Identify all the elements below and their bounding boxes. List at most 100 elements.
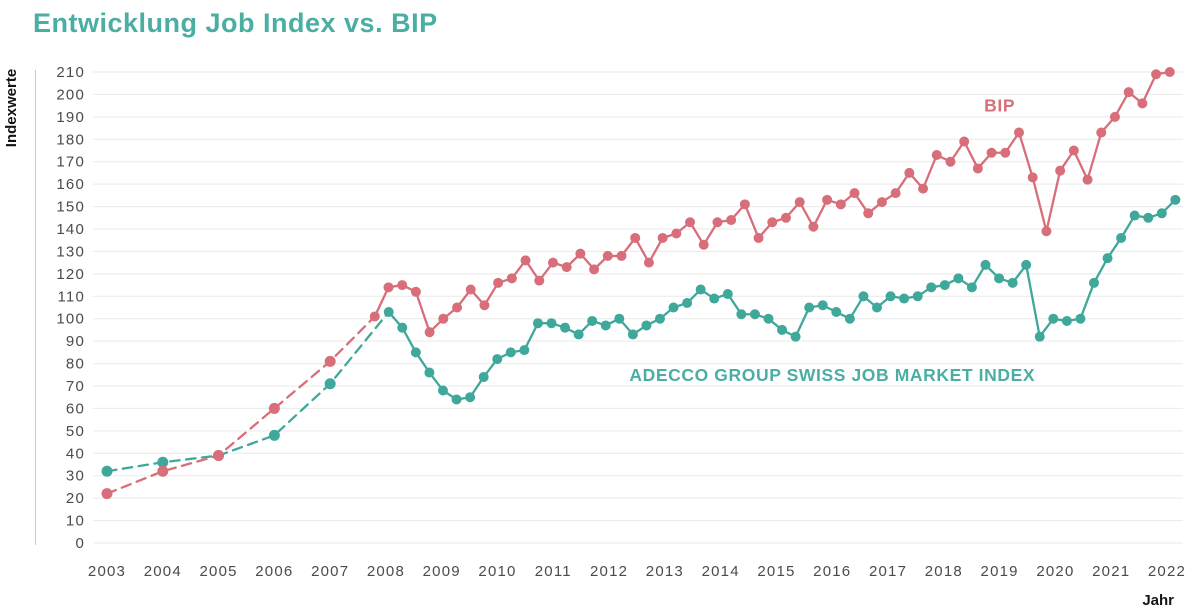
bip-dot [410, 286, 421, 297]
jobindex-annual-dot [268, 429, 280, 441]
bip-dot [575, 248, 586, 259]
jobindex-dot [790, 331, 801, 342]
bip-dot [959, 136, 970, 147]
y-tick-label: 80 [66, 356, 85, 373]
bip-annual-dot [213, 450, 225, 462]
y-tick-label: 60 [66, 400, 85, 417]
jobindex-dot [1034, 331, 1045, 342]
jobindex-dot [1143, 212, 1154, 223]
jobindex-dot [668, 302, 679, 313]
bip-line [373, 70, 1171, 334]
jobindex-dot [912, 291, 923, 302]
x-tick-label: 2014 [702, 563, 740, 580]
bip-series [101, 67, 1175, 500]
bip-dot [945, 156, 956, 167]
bip-annual-dot [157, 465, 169, 477]
bip-dot [479, 300, 490, 311]
jobindex-dot [560, 322, 571, 333]
jobindex-dot [1061, 315, 1072, 326]
jobindex-dot [437, 385, 448, 396]
jobindex-dot [939, 280, 950, 291]
bip-dot [397, 280, 408, 291]
y-tick-label: 90 [66, 333, 85, 350]
jobindex-dot [844, 313, 855, 324]
gridlines [93, 71, 1183, 544]
bip-dot [890, 188, 901, 199]
y-axis-tick-labels: 0 10 20 30 40 50 60 70 80 90 100 110 120 130 140 150 160… [56, 64, 85, 552]
jobindex-annual-dot [101, 465, 113, 477]
bip-dot [822, 194, 833, 205]
bip-dot [1014, 127, 1025, 138]
jobindex-dot [410, 347, 421, 358]
y-tick-label: 140 [56, 221, 85, 238]
jobindex-dot [736, 309, 747, 320]
bip-dot [849, 188, 860, 199]
bip-dot [561, 262, 572, 273]
bip-dot [657, 232, 668, 243]
jobindex-dot [966, 282, 977, 293]
jobindex-dot [424, 367, 435, 378]
y-tick-label: 210 [56, 64, 85, 81]
x-tick-label: 2017 [869, 563, 907, 580]
jobindex-dot [777, 324, 788, 335]
y-tick-label: 200 [56, 86, 85, 103]
jobindex-dot [505, 347, 516, 358]
bip-dot [520, 255, 531, 266]
y-tick-label: 180 [56, 131, 85, 148]
bip-dot [1027, 172, 1038, 183]
bip-dot [369, 311, 380, 322]
y-tick-label: 130 [56, 243, 85, 260]
jobindex-dot [654, 313, 665, 324]
jobindex-dot [519, 345, 530, 356]
y-tick-label: 100 [56, 311, 85, 328]
bip-dot [876, 197, 887, 208]
jobindex-dot [871, 302, 882, 313]
bip-dot [1109, 111, 1120, 122]
bip-dot [918, 183, 929, 194]
jobindex-annual-dot [324, 378, 336, 390]
bip-dot [1055, 165, 1066, 176]
jobindex-dot [1007, 277, 1018, 288]
x-tick-label: 2021 [1092, 563, 1130, 580]
x-tick-label: 2007 [311, 563, 349, 580]
x-tick-label: 2005 [199, 563, 237, 580]
jobindex-dot [492, 354, 503, 365]
x-axis-title: Jahr [1142, 592, 1174, 609]
bip-dot [616, 250, 627, 261]
jobindex-dashed-line [105, 310, 390, 473]
bip-dot [438, 313, 449, 324]
bip-dot [534, 275, 545, 286]
bip-dot [1082, 174, 1093, 185]
bip-dot [452, 302, 463, 313]
jobindex-dot [994, 273, 1005, 284]
bip-dot [931, 149, 942, 160]
y-tick-label: 70 [66, 378, 85, 395]
jobindex-dot [709, 293, 720, 304]
bip-dot [383, 282, 394, 293]
chart-title: Entwicklung Job Index vs. BIP [33, 8, 438, 38]
bip-dot [493, 277, 504, 288]
bip-dot [1096, 127, 1107, 138]
bip-dot [685, 217, 696, 228]
jobindex-dot [532, 318, 543, 329]
jobindex-dot [804, 302, 815, 313]
x-tick-label: 2009 [423, 563, 461, 580]
bip-dot [698, 239, 709, 250]
x-tick-label: 2011 [535, 563, 572, 580]
series-labels: BIP ADECCO GROUP SWISS JOB MARKET INDEX [629, 96, 1034, 385]
y-tick-label: 0 [75, 535, 85, 552]
jobindex-dot [1088, 277, 1099, 288]
y-tick-label: 120 [56, 266, 85, 283]
bip-dot [1137, 98, 1148, 109]
jobindex-series [101, 194, 1181, 477]
bip-dot [1123, 87, 1134, 98]
x-tick-label: 2012 [590, 563, 628, 580]
bip-dot [1068, 145, 1079, 156]
x-tick-label: 2018 [925, 563, 963, 580]
jobindex-dot [763, 313, 774, 324]
jobindex-dot [641, 320, 652, 331]
y-tick-label: 10 [66, 513, 85, 530]
bip-dot [465, 284, 476, 295]
y-tick-label: 110 [57, 288, 85, 305]
jobindex-dot [899, 293, 910, 304]
